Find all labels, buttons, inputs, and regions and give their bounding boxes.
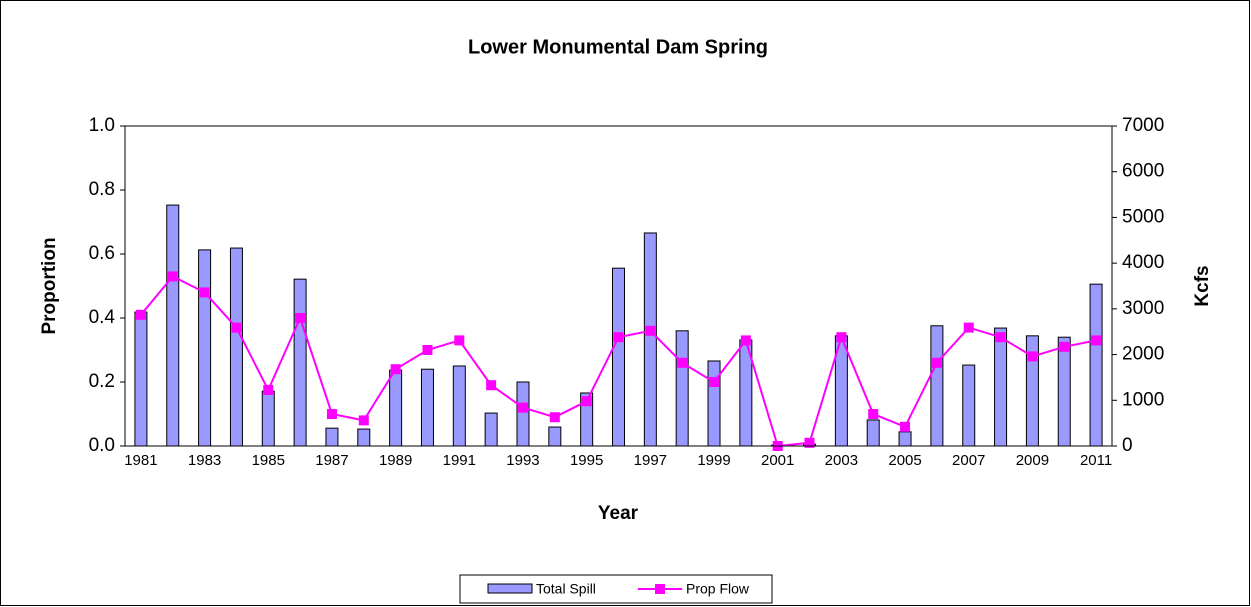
line-marker (804, 437, 815, 448)
line-marker (709, 377, 720, 387)
y2-tick-label: 6000 (1122, 161, 1164, 182)
bar (898, 431, 912, 447)
bar (166, 204, 180, 447)
line-marker (613, 332, 624, 343)
bar (357, 428, 371, 447)
y2-tick-label: 3000 (1122, 298, 1164, 319)
x-tick-label: 1999 (697, 452, 730, 469)
legend-label: Prop Flow (686, 581, 750, 597)
line-marker (295, 313, 306, 323)
bar (994, 327, 1008, 447)
x-tick-label: 2007 (952, 452, 985, 469)
line-marker (199, 287, 210, 298)
line-marker (358, 415, 369, 426)
bar (548, 426, 562, 447)
x-tick-label: 1989 (379, 452, 412, 469)
x-axis-title: Year (598, 503, 639, 524)
line-marker (581, 396, 592, 407)
y-tick-label: 0.2 (89, 371, 115, 392)
x-tick-label: 1993 (506, 452, 539, 469)
line-marker (995, 332, 1006, 343)
line-marker (390, 364, 401, 375)
bar (452, 365, 466, 447)
bar (261, 390, 275, 447)
bar (707, 360, 721, 447)
bar (675, 330, 689, 447)
line-marker (740, 335, 751, 346)
line-marker (422, 345, 433, 355)
line-marker (167, 271, 178, 282)
x-tick-label: 1983 (188, 452, 221, 469)
x-tick-label: 2009 (1016, 452, 1049, 469)
bar (643, 232, 657, 447)
y2-tick-label: 0 (1122, 435, 1133, 456)
y2-axis-title: Kcfs (1192, 265, 1213, 306)
y-axis-title: Proportion (39, 237, 60, 334)
bar (325, 427, 339, 447)
bar (420, 368, 434, 447)
legend-swatch-marker (655, 584, 665, 594)
line-marker (1059, 341, 1070, 352)
bar (198, 249, 212, 447)
y2-tick-label: 2000 (1122, 344, 1164, 365)
line-marker (963, 322, 974, 333)
y-tick-label: 0.8 (89, 179, 115, 200)
bar (389, 369, 403, 447)
chart-title: Lower Monumental Dam Spring (468, 36, 768, 58)
y2-tick-label: 7000 (1122, 115, 1164, 136)
bar (516, 381, 530, 447)
line-marker (135, 309, 146, 320)
x-tick-label: 1995 (570, 452, 603, 469)
line-marker (263, 385, 274, 395)
line-marker (326, 409, 337, 419)
bar (612, 267, 625, 447)
x-tick-label: 2011 (1080, 452, 1112, 469)
x-tick-label: 1991 (443, 452, 476, 469)
x-tick-label: 1997 (634, 452, 667, 469)
line-marker (677, 357, 688, 368)
y-tick-label: 0.4 (89, 307, 116, 328)
y-tick-label: 0.0 (89, 435, 115, 456)
bar (134, 311, 148, 447)
x-tick-label: 1985 (252, 452, 285, 469)
x-tick-label: 2005 (888, 452, 921, 469)
bar (866, 419, 880, 447)
bar (293, 278, 307, 447)
x-tick-label: 2001 (761, 452, 794, 469)
y2-tick-label: 5000 (1122, 206, 1164, 227)
y-tick-label: 1.0 (89, 115, 115, 136)
legend-label: Total Spill (536, 581, 596, 597)
y-tick-label: 0.6 (89, 243, 115, 264)
bar (1057, 336, 1071, 447)
line-marker (549, 412, 560, 423)
line-marker (1091, 335, 1102, 346)
line-marker (231, 322, 242, 333)
bar (484, 412, 498, 447)
bar (930, 325, 944, 447)
line-marker (486, 380, 497, 391)
line-marker (868, 409, 879, 419)
line-marker (645, 325, 656, 336)
bar (962, 364, 976, 447)
y2-tick-label: 4000 (1122, 252, 1164, 273)
line-marker (454, 335, 465, 346)
legend-swatch (487, 583, 533, 594)
line-marker (931, 357, 942, 368)
line-marker (836, 332, 847, 343)
x-tick-label: 1981 (124, 452, 157, 469)
line-marker (900, 421, 911, 432)
y2-tick-label: 1000 (1122, 389, 1164, 410)
x-tick-label: 1987 (315, 452, 348, 469)
bar (1089, 283, 1103, 447)
bar (229, 247, 243, 447)
x-tick-label: 2003 (825, 452, 858, 469)
line-marker (1027, 351, 1038, 362)
line-marker (517, 402, 528, 413)
